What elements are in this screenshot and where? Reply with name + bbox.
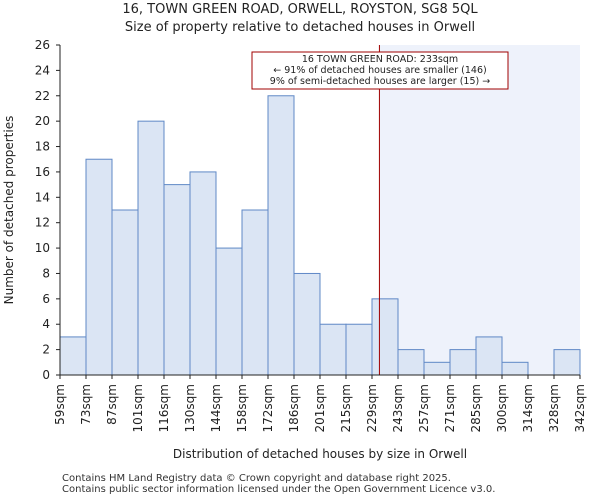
y-tick-label: 14 xyxy=(35,190,50,204)
bar-130sqm xyxy=(189,171,217,376)
y-tick-label: 8 xyxy=(42,266,50,280)
footer-line-2: Contains public sector information licen… xyxy=(62,484,496,495)
annotation-frame xyxy=(251,51,509,90)
bar-116sqm xyxy=(163,184,191,376)
bar-73sqm xyxy=(85,158,113,376)
x-tick-label: 328sqm xyxy=(547,384,561,432)
x-tick-label: 243sqm xyxy=(391,384,405,432)
y-tick-label: 16 xyxy=(35,165,50,179)
y-tick-label: 6 xyxy=(42,292,50,306)
bar-87sqm xyxy=(111,209,139,376)
x-tick-label: 186sqm xyxy=(287,384,301,432)
x-tick-label: 130sqm xyxy=(183,384,197,432)
x-tick-label: 144sqm xyxy=(209,384,223,432)
y-tick-label: 12 xyxy=(35,216,50,230)
bar-201sqm xyxy=(319,323,347,376)
annotation-line-1: 16 TOWN GREEN ROAD: 233sqm xyxy=(302,54,458,65)
x-tick-label: 59sqm xyxy=(53,384,67,425)
y-tick-label: 20 xyxy=(35,114,50,128)
annotation-line-2: ← 91% of detached houses are smaller (14… xyxy=(273,65,486,76)
bar-285sqm xyxy=(475,336,503,376)
x-tick-label: 101sqm xyxy=(131,384,145,432)
y-tick-label: 10 xyxy=(35,241,50,255)
bar-101sqm xyxy=(137,120,165,376)
x-tick-label: 215sqm xyxy=(339,384,353,432)
bar-186sqm xyxy=(293,272,321,376)
y-axis-title: Number of detached properties xyxy=(2,116,16,305)
x-tick-label: 285sqm xyxy=(469,384,483,432)
bar-172sqm xyxy=(267,95,295,376)
x-tick-label: 229sqm xyxy=(365,384,379,432)
bar-229sqm xyxy=(371,298,399,376)
bar-158sqm xyxy=(241,209,269,376)
x-tick-label: 73sqm xyxy=(79,384,93,425)
bars-group xyxy=(59,95,581,376)
x-tick-label: 257sqm xyxy=(417,384,431,432)
annotation-line-3: 9% of semi-detached houses are larger (1… xyxy=(270,76,490,87)
x-tick-label: 342sqm xyxy=(573,384,587,432)
bar-257sqm xyxy=(423,361,451,376)
bar-328sqm xyxy=(553,349,581,376)
y-tick-label: 24 xyxy=(35,63,50,77)
y-tick-label: 0 xyxy=(42,368,50,382)
footer-line-1: Contains HM Land Registry data © Crown c… xyxy=(62,473,451,484)
y-tick-label: 4 xyxy=(42,317,50,331)
bar-271sqm xyxy=(449,349,477,376)
annotation-box: 16 TOWN GREEN ROAD: 233sqm ← 91% of deta… xyxy=(251,51,509,90)
y-tick-label: 22 xyxy=(35,89,50,103)
x-tick-label: 271sqm xyxy=(443,384,457,432)
x-axis-title: Distribution of detached houses by size … xyxy=(173,447,467,461)
bar-300sqm xyxy=(501,361,529,376)
chart-subtitle: Size of property relative to detached ho… xyxy=(124,20,476,35)
highlight-region xyxy=(379,45,580,375)
bar-243sqm xyxy=(397,349,425,376)
chart-title: 16, TOWN GREEN ROAD, ORWELL, ROYSTON, SG… xyxy=(122,2,478,17)
bar-59sqm xyxy=(59,336,87,376)
x-tick-label: 158sqm xyxy=(235,384,249,432)
x-tick-label: 116sqm xyxy=(157,384,171,432)
x-tick-label: 87sqm xyxy=(105,384,119,425)
y-tick-label: 26 xyxy=(35,38,50,52)
bar-144sqm xyxy=(215,247,243,376)
y-tick-label: 2 xyxy=(42,343,50,357)
bar-215sqm xyxy=(345,323,373,376)
x-tick-label: 201sqm xyxy=(313,384,327,432)
x-tick-label: 172sqm xyxy=(261,384,275,432)
x-tick-label: 300sqm xyxy=(495,384,509,432)
y-tick-label: 18 xyxy=(35,140,50,154)
x-tick-label: 314sqm xyxy=(521,384,535,432)
